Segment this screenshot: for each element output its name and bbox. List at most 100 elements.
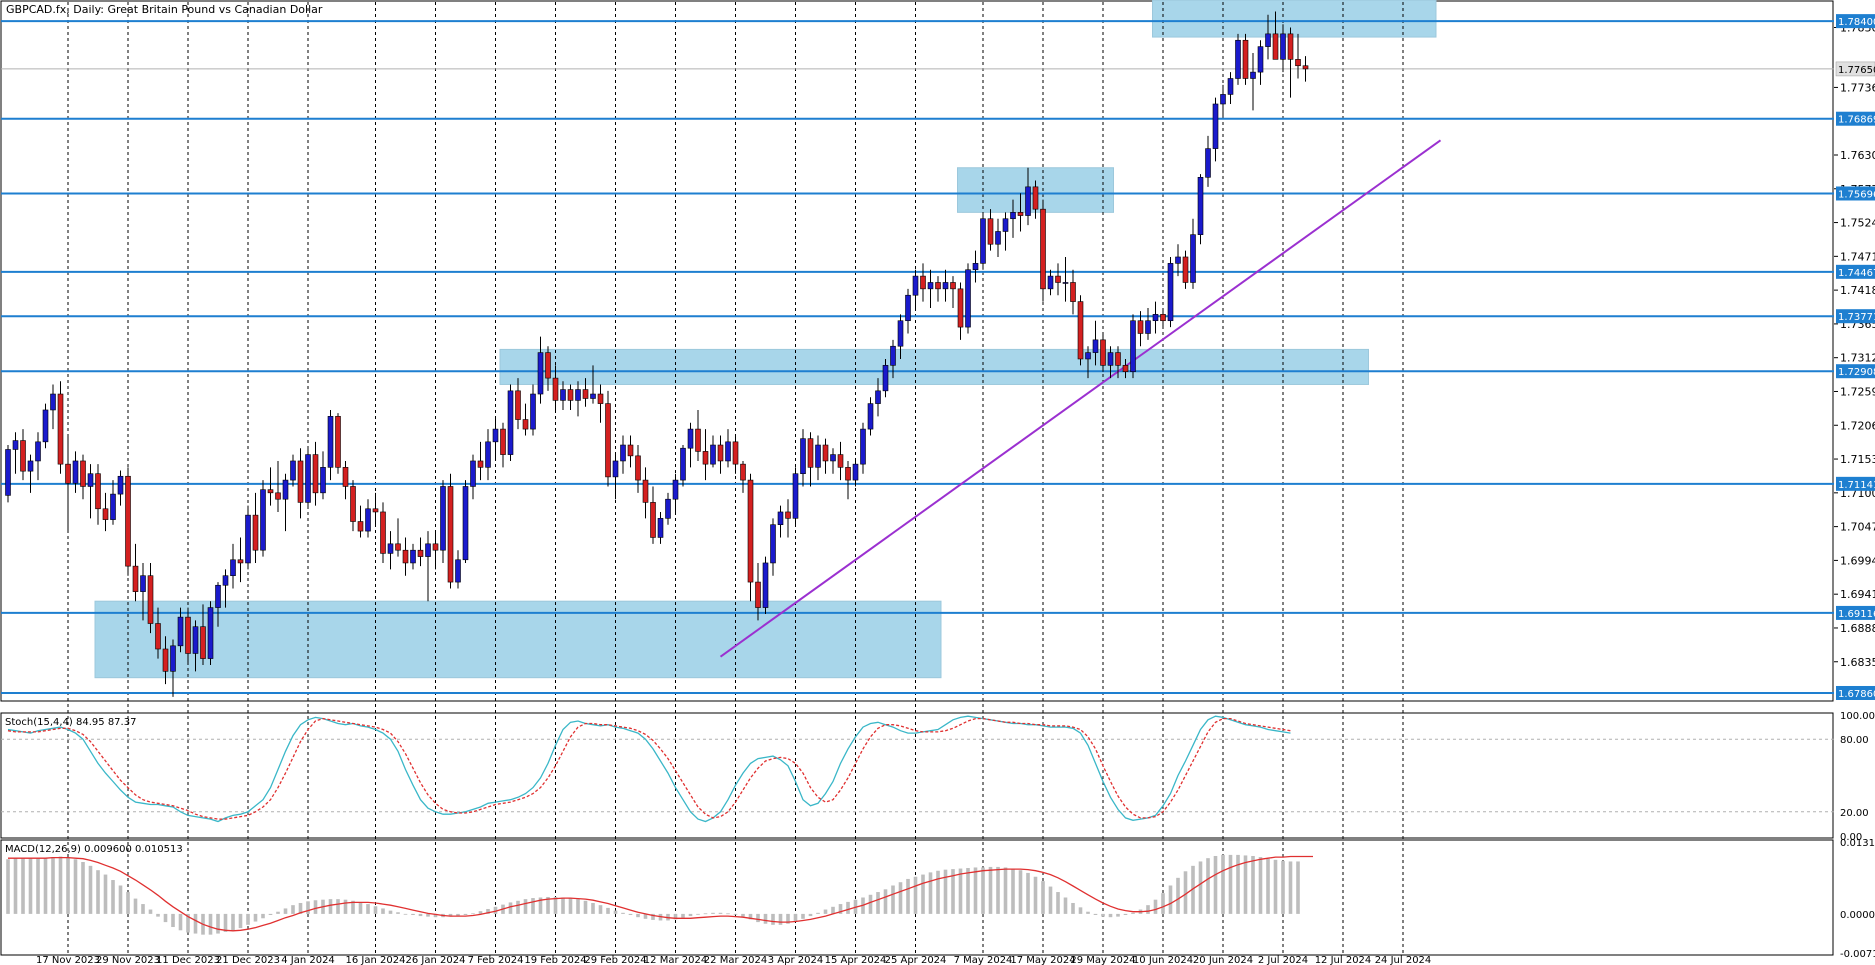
candle-body <box>860 428 866 465</box>
candle-57 <box>432 531 439 570</box>
candle-43 <box>327 409 334 481</box>
macd-bar-33 <box>253 913 258 922</box>
trendline-group[interactable] <box>719 139 1442 658</box>
candle-144 <box>1085 346 1091 379</box>
candle-12 <box>95 464 101 525</box>
candle-156 <box>1175 244 1181 277</box>
candle-157 <box>1182 250 1189 289</box>
macd-bar-162 <box>1221 854 1225 914</box>
candle-101 <box>762 556 769 614</box>
macd-bar-154 <box>1161 893 1165 914</box>
candle-body <box>830 454 836 462</box>
date-tick-label: 12 Jul 2024 <box>1315 955 1372 965</box>
macd-bar-103 <box>778 913 783 925</box>
macd-bar-11 <box>88 865 93 914</box>
macd-bar-60 <box>456 913 460 917</box>
candle-body <box>747 479 754 583</box>
candle-39 <box>297 448 304 519</box>
candle-body <box>335 416 341 468</box>
macd-bar-39 <box>298 902 303 914</box>
candle-body <box>1145 320 1151 334</box>
candle-body <box>987 218 994 245</box>
macd-bar-165 <box>1243 855 1248 914</box>
macd-tick-label: 0.000000 <box>1840 910 1875 921</box>
candle-160 <box>1205 135 1211 187</box>
macd-bar-38 <box>291 905 295 914</box>
candle-body <box>1025 186 1031 216</box>
candle-24 <box>185 607 191 665</box>
candle-7 <box>57 381 64 474</box>
macd-bar-91 <box>688 913 693 917</box>
date-tick-label: 24 Jul 2024 <box>1375 955 1432 965</box>
macd-bar-89 <box>673 913 678 920</box>
candle-body <box>87 473 94 487</box>
candle-95 <box>717 435 724 474</box>
candle-body <box>1002 218 1009 232</box>
candle-166 <box>1250 52 1256 111</box>
candle-129 <box>972 250 979 283</box>
macd-bar-71 <box>538 897 543 914</box>
macd-bar-140 <box>1056 892 1060 914</box>
level-price-tag-label: 1.69116 <box>1838 609 1875 620</box>
candle-body <box>1137 320 1144 334</box>
candle-141 <box>1062 256 1069 302</box>
candle-body <box>402 549 409 564</box>
macd-bar-139 <box>1048 886 1053 914</box>
candle-22 <box>170 639 176 697</box>
candle-body <box>762 562 769 608</box>
candle-body <box>717 444 724 462</box>
candle-63 <box>477 441 484 481</box>
candle-body <box>252 514 259 551</box>
candle-113 <box>852 460 859 487</box>
macd-bar-157 <box>1183 871 1188 914</box>
candle-70 <box>530 384 536 436</box>
macd-bar-18 <box>141 904 145 914</box>
candle-121 <box>912 269 919 308</box>
candle-145 <box>1092 320 1099 366</box>
macd-bar-155 <box>1168 885 1173 914</box>
level-price-tag <box>1836 685 1875 700</box>
candle-136 <box>1025 167 1031 226</box>
macd-bar-163 <box>1228 854 1233 914</box>
date-tick-label: 4 Jan 2024 <box>281 955 335 965</box>
candle-37 <box>282 473 289 532</box>
candle-body <box>710 444 716 465</box>
macd-bar-85 <box>643 913 648 919</box>
macd-bar-170 <box>1281 860 1285 914</box>
candle-97 <box>732 435 739 474</box>
macd-bar-171 <box>1288 861 1293 914</box>
macd-title: MACD(12,26,9) 0.009600 0.010513 <box>5 844 183 855</box>
candle-6 <box>50 384 56 430</box>
candle-88 <box>665 492 671 525</box>
candle-85 <box>642 467 649 519</box>
macd-bar-120 <box>906 878 910 914</box>
supply-demand-zones <box>94 0 1437 679</box>
candle-body <box>222 575 229 586</box>
candle-3 <box>27 454 34 493</box>
candle-100 <box>755 562 761 621</box>
date-tick-label: 21 Dec 2023 <box>216 955 280 965</box>
candle-67 <box>507 384 514 461</box>
macd-tick-label: 0.013161 <box>1840 838 1875 849</box>
candle-body <box>740 463 746 481</box>
candle-body <box>470 460 476 487</box>
candle-139 <box>1047 269 1054 296</box>
candle-body <box>215 584 221 608</box>
candle-body <box>410 549 416 564</box>
price-tick-label: 1.71530 <box>1840 453 1875 466</box>
candle-body <box>1295 59 1301 67</box>
candle-42 <box>320 451 326 500</box>
candle-10 <box>80 454 86 500</box>
macd-bar-159 <box>1198 861 1203 914</box>
candle-body <box>605 403 611 478</box>
level-price-tag <box>1836 364 1875 379</box>
macd-bar-23 <box>178 913 183 931</box>
price-tick-label: 1.69940 <box>1840 554 1875 567</box>
candle-38 <box>290 454 296 487</box>
candle-body <box>372 508 379 513</box>
candle-124 <box>935 276 941 302</box>
candle-body <box>1190 234 1196 283</box>
candle-body <box>687 428 694 449</box>
